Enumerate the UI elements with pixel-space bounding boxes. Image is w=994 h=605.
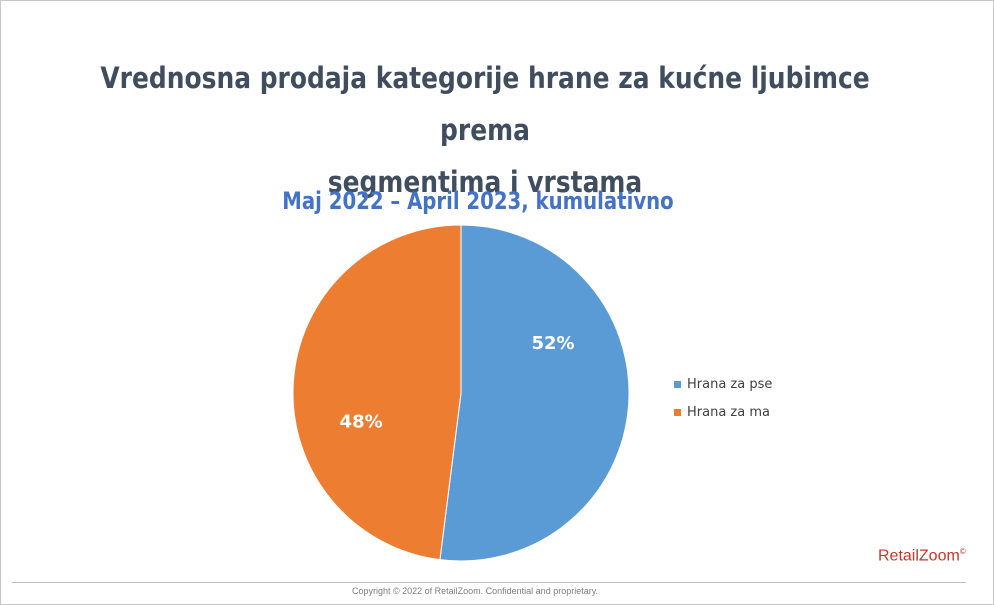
pie-slice-1 bbox=[292, 224, 462, 561]
chart-legend: Hrana za pse Hrana za ma bbox=[674, 370, 772, 426]
chart-title-line1: Vrednosna prodaja kategorije hrane za ku… bbox=[100, 61, 870, 147]
legend-label-1: Hrana za ma bbox=[687, 404, 770, 420]
legend-label-0: Hrana za pse bbox=[687, 376, 773, 392]
pie-slice-0 bbox=[439, 224, 630, 562]
logo-text-zoom: Zoom bbox=[918, 547, 960, 565]
chart-title-line2: segmentima i vrstama bbox=[327, 165, 643, 199]
legend-item-0: Hrana za pse bbox=[674, 370, 772, 398]
legend-swatch-1 bbox=[674, 408, 681, 416]
chart-title: Vrednosna prodaja kategorije hrane za ku… bbox=[85, 52, 885, 208]
legend-swatch-0 bbox=[674, 380, 681, 388]
footer-divider bbox=[12, 582, 966, 583]
chart-subtitle: Maj 2022 – April 2023, kumulativno bbox=[282, 187, 674, 215]
logo-mark: © bbox=[959, 547, 966, 556]
data-label-1: 48% bbox=[340, 412, 383, 433]
legend-item-1: Hrana za ma bbox=[674, 398, 772, 426]
logo-text-retail: Retail bbox=[878, 547, 919, 565]
data-label-0: 52% bbox=[531, 333, 574, 354]
footer-copyright: Copyright © 2022 of RetailZoom. Confiden… bbox=[351, 586, 599, 596]
retailzoom-logo: RetailZoom© bbox=[878, 547, 966, 565]
